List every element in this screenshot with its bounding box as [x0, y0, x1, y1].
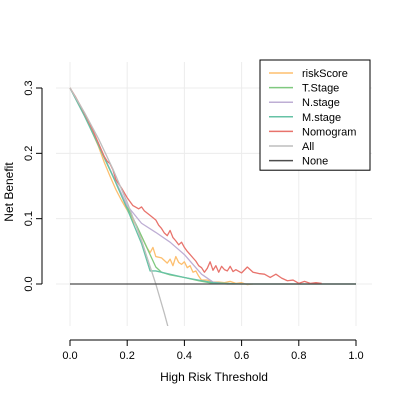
series-lines [69, 87, 356, 326]
legend-label-nomogram: Nomogram [302, 126, 356, 138]
x-tick-label: 0.0 [62, 350, 77, 362]
y-tick-label: 0.2 [23, 146, 35, 161]
x-tick-label: 0.6 [234, 350, 249, 362]
x-tick-label: 0.2 [120, 350, 135, 362]
legend-label-none: None [302, 156, 328, 168]
series-line-nomogram [69, 87, 322, 285]
legend-label-t-stage: T.Stage [302, 83, 339, 95]
series-line-all [69, 87, 169, 326]
legend-box [259, 59, 371, 171]
y-tick-label: 0.0 [23, 276, 35, 291]
x-tick-label: 0.4 [177, 350, 192, 362]
x-tick-label: 0.8 [291, 350, 306, 362]
legend: riskScore T.Stage N.stage M.stage Nomogram Al… [259, 59, 371, 171]
y-axis-title: Net Benefit [2, 162, 16, 222]
legend-label-all: All [302, 141, 314, 153]
legend-label-n-stage: N.stage [302, 97, 340, 109]
legend-label-m-stage: M.stage [302, 112, 341, 124]
axes: 0.0 0.2 0.4 0.6 0.8 1.0 0.0 0.1 0.2 0.3 [23, 80, 364, 362]
legend-label-riskscore: riskScore [302, 68, 348, 80]
x-tick-label: 1.0 [348, 350, 363, 362]
x-axis-title: High Risk Threshold [160, 370, 268, 384]
y-tick-label: 0.1 [23, 211, 35, 226]
y-tick-label: 0.3 [23, 80, 35, 95]
